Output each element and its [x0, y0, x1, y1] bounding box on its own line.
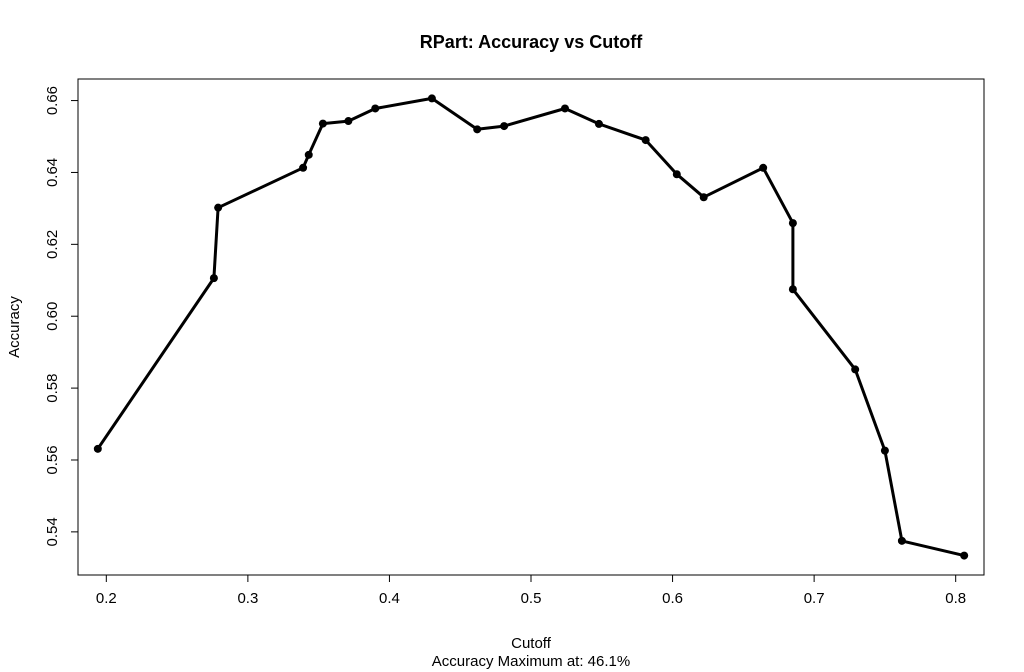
x-tick-label: 0.2 [96, 590, 117, 607]
data-point [560, 104, 569, 113]
y-axis-label: Accuracy [6, 296, 23, 358]
y-axis: 0.54 0.56 0.58 0.60 0.62 0.64 0.66 [44, 86, 79, 546]
data-point [960, 551, 969, 560]
series-line [96, 96, 966, 558]
x-tick-label: 0.8 [945, 590, 966, 607]
data-point [214, 203, 223, 212]
y-tick-label: 0.58 [44, 373, 61, 402]
data-point [880, 446, 889, 455]
data-point [851, 365, 860, 374]
chart-title: RPart: Accuracy vs Cutoff [420, 32, 643, 52]
x-axis-subtitle: Accuracy Maximum at: 46.1% [432, 653, 630, 670]
data-point [500, 122, 509, 131]
x-tick-label: 0.3 [237, 590, 258, 607]
data-point [699, 193, 708, 202]
data-point [759, 163, 768, 172]
x-tick-label: 0.4 [379, 590, 400, 607]
x-tick-label: 0.5 [521, 590, 542, 607]
data-point [641, 136, 650, 145]
data-point [788, 219, 797, 228]
data-point [344, 117, 353, 126]
data-point [473, 125, 482, 134]
data-point [672, 170, 681, 179]
data-point [299, 163, 308, 172]
data-point [427, 94, 436, 103]
x-axis-label: Cutoff [511, 635, 552, 652]
plot-frame [77, 78, 985, 576]
data-point [788, 285, 797, 294]
data-point [371, 104, 380, 113]
data-point [318, 119, 327, 128]
y-tick-label: 0.64 [44, 158, 61, 187]
data-point [209, 274, 218, 283]
x-tick-label: 0.6 [662, 590, 683, 607]
data-point [897, 536, 906, 545]
series-accuracy [93, 94, 969, 560]
y-tick-label: 0.62 [44, 230, 61, 259]
y-tick-label: 0.66 [44, 86, 61, 115]
x-tick-label: 0.7 [804, 590, 825, 607]
data-point [594, 119, 603, 128]
data-point [304, 150, 313, 159]
data-point [93, 444, 102, 453]
x-axis: 0.2 0.3 0.4 0.5 0.6 0.7 0.8 [96, 574, 966, 607]
y-tick-label: 0.56 [44, 445, 61, 474]
y-tick-label: 0.54 [44, 517, 61, 546]
y-tick-label: 0.60 [44, 302, 61, 331]
